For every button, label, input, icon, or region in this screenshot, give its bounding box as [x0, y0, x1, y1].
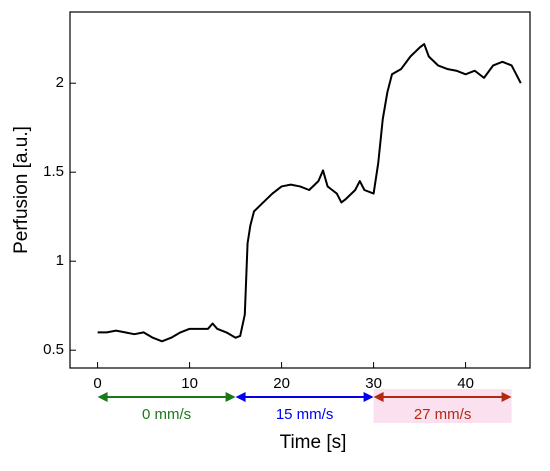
x-axis-label: Time [s]: [280, 432, 347, 453]
arrow-head: [235, 392, 246, 402]
annotation-label: 27 mm/s: [414, 406, 472, 423]
x-tick-label: 0: [93, 375, 101, 392]
annotation-highlight: [373, 389, 512, 423]
y-axis-label: Perfusion [a.u.]: [11, 126, 32, 254]
y-tick-label: 1.5: [43, 163, 64, 180]
x-tick-label: 40: [457, 375, 474, 392]
x-tick-label: 20: [273, 375, 290, 392]
arrow-head: [501, 392, 512, 402]
x-tick-label: 30: [365, 375, 382, 392]
y-tick-label: 0.5: [43, 341, 64, 358]
annotation-label: 0 mm/s: [142, 406, 191, 423]
annotation-label: 15 mm/s: [276, 406, 334, 423]
arrow-head: [225, 392, 236, 402]
plot-frame: [69, 11, 531, 369]
arrow-head: [373, 392, 384, 402]
arrow-head: [97, 392, 108, 402]
y-tick-label: 2: [56, 74, 64, 91]
arrow-head: [363, 392, 374, 402]
x-tick-label: 10: [181, 375, 198, 392]
data-line: [97, 43, 522, 343]
y-tick-label: 1: [56, 252, 64, 269]
